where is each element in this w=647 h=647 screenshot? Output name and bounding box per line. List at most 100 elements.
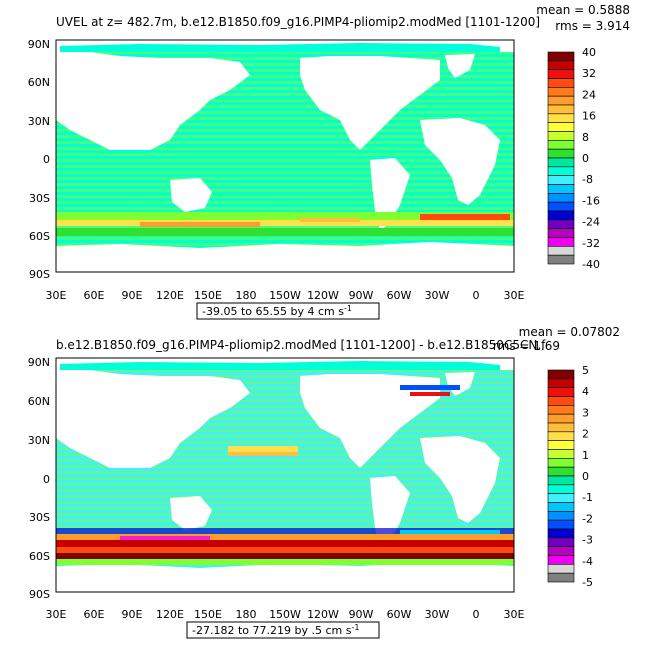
colorbar-swatch xyxy=(547,528,575,539)
continent-australia xyxy=(170,178,212,212)
colorbar-swatch xyxy=(547,246,575,256)
range-exponent: -1 xyxy=(344,304,352,313)
colorbar-swatch xyxy=(547,69,575,79)
colorbar-label: 3 xyxy=(582,406,589,419)
colorbar-swatch xyxy=(547,449,575,459)
colorbar-swatch xyxy=(547,369,575,380)
colorbar-swatch xyxy=(547,502,575,512)
panel-bottom-xticks: 30E 60E 90E 120E 150E 180 150W 120W 90W … xyxy=(46,608,525,621)
colorbar-swatch xyxy=(547,422,575,433)
north-pacific-jet-2 xyxy=(228,452,298,456)
panel-top-yticks: 90N 60N 30N 0 30S 60S 90S xyxy=(28,38,50,281)
colorbar-swatch xyxy=(547,113,575,123)
colorbar-swatch xyxy=(547,122,575,132)
xtick-label: 90W xyxy=(349,289,374,302)
continent-antarctica xyxy=(56,562,514,592)
colorbar-swatch xyxy=(547,78,575,88)
colorbar-swatch xyxy=(547,396,575,406)
panel-bottom-range-text: -27.182 to 77.219 by .5 cm s-1 xyxy=(192,623,359,637)
continent-north-america xyxy=(300,56,440,150)
southern-band-7 xyxy=(120,536,210,540)
ytick-label: 30N xyxy=(28,115,50,128)
colorbar-label: -16 xyxy=(582,194,600,207)
colorbar-swatch xyxy=(547,405,575,415)
colorbar-swatch xyxy=(547,157,575,168)
continent-antarctica xyxy=(56,242,514,272)
colorbar-label: 32 xyxy=(582,67,596,80)
ytick-label: 60S xyxy=(29,230,50,243)
colorbar-swatch xyxy=(547,493,575,503)
southern-jet-3 xyxy=(140,222,260,227)
southern-band-5 xyxy=(56,553,514,559)
ytick-label: 30S xyxy=(29,192,50,205)
colorbar-swatch xyxy=(547,475,575,486)
arctic-ocean xyxy=(60,43,500,52)
colorbar-label: -5 xyxy=(582,576,593,589)
continent-eurasia xyxy=(56,370,250,468)
xtick-label: 120E xyxy=(156,608,184,621)
panel-top-xticks: 30E 60E 90E 120E 150E 180 150W 120W 90W … xyxy=(46,289,525,302)
xtick-label: 90W xyxy=(349,608,374,621)
colorbar-swatch xyxy=(547,413,575,424)
southern-band-1 xyxy=(56,528,514,534)
colorbar-swatch xyxy=(547,546,575,556)
xtick-label: 150E xyxy=(194,289,222,302)
panel-bottom-frame xyxy=(55,357,515,593)
southern-jet-4 xyxy=(420,214,510,220)
colorbar-swatch xyxy=(547,519,575,530)
colorbar-swatch xyxy=(547,466,575,477)
ytick-label: 90S xyxy=(29,268,50,281)
southern-jet-6 xyxy=(300,218,360,222)
colorbar-swatch xyxy=(547,378,575,388)
ytick-label: 30N xyxy=(28,434,50,447)
colorbar-swatch xyxy=(547,95,575,106)
xtick-label: 180 xyxy=(236,289,257,302)
north-atlantic-noise xyxy=(400,385,460,390)
xtick-label: 150W xyxy=(269,608,301,621)
colorbar-label: 16 xyxy=(582,110,596,123)
colorbar-label: 24 xyxy=(582,88,596,101)
colorbar-swatch xyxy=(547,228,575,238)
colorbar-swatch xyxy=(547,440,575,450)
xtick-label: 120W xyxy=(307,289,339,302)
panel-top-frame xyxy=(55,39,515,273)
southern-jet-2 xyxy=(56,220,514,226)
xtick-label: 30E xyxy=(504,608,525,621)
colorbar-swatch xyxy=(547,193,575,203)
colorbar-swatch xyxy=(547,237,575,247)
colorbar-swatch xyxy=(547,484,575,494)
colorbar-label: 5 xyxy=(582,364,589,377)
colorbar-label: -8 xyxy=(582,173,593,186)
xtick-label: 30E xyxy=(46,289,67,302)
xtick-label: 0 xyxy=(473,289,480,302)
ytick-label: 60N xyxy=(28,395,50,408)
colorbar-swatch xyxy=(547,166,575,176)
xtick-label: 120E xyxy=(156,289,184,302)
xtick-label: 150E xyxy=(194,608,222,621)
continent-africa xyxy=(420,436,500,523)
colorbar-swatch xyxy=(547,175,575,185)
ytick-label: 90N xyxy=(28,356,50,369)
panel-top-map xyxy=(55,39,515,273)
colorbar-swatch xyxy=(547,201,575,212)
arctic-ocean xyxy=(60,361,500,370)
colorbar-swatch xyxy=(547,254,575,265)
colorbar-label: 8 xyxy=(582,131,589,144)
xtick-label: 60W xyxy=(387,289,412,302)
colorbar-swatch xyxy=(547,51,575,62)
xtick-label: 90E xyxy=(122,289,143,302)
colorbar-swatch xyxy=(547,572,575,583)
colorbar-label: 0 xyxy=(582,152,589,165)
xtick-label: 180 xyxy=(236,608,257,621)
colorbar-label: 0 xyxy=(582,470,589,483)
xtick-label: 60W xyxy=(387,608,412,621)
range-text: -39.05 to 65.55 by 4 cm s xyxy=(202,305,344,318)
colorbar-swatch xyxy=(547,140,575,150)
colorbar-swatch xyxy=(547,564,575,574)
panel-top-rms: rms = 3.914 xyxy=(555,19,630,33)
colorbar-label: 1 xyxy=(582,449,589,462)
colorbar-swatch xyxy=(547,219,575,229)
panel-bottom-rms: rms = 1.69 xyxy=(493,339,560,353)
panel-top-range-text: -39.05 to 65.55 by 4 cm s-1 xyxy=(202,304,352,318)
panel-top-mean: mean = 0.5888 xyxy=(536,3,630,17)
